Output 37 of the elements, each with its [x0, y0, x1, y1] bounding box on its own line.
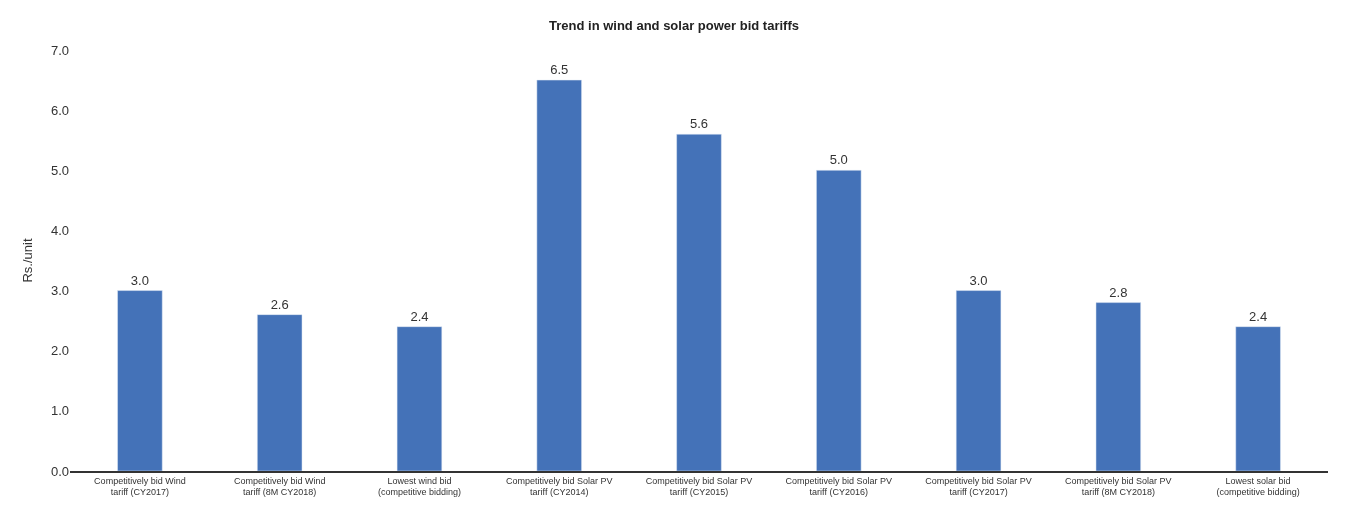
bar	[1235, 326, 1281, 471]
x-tick-label: Competitively bid Solar PV tariff (CY2016)	[785, 475, 893, 498]
bar	[257, 314, 303, 471]
data-label: 2.4	[410, 308, 429, 324]
y-tick-label: 0.0	[50, 463, 69, 479]
x-tick-label: Competitively bid Wind tariff (CY2017)	[94, 475, 186, 498]
y-tick-label: 7.0	[50, 42, 69, 58]
data-label: 5.6	[689, 116, 709, 132]
x-tick-label: Competitively bid Solar PV tariff (CY2017)	[925, 475, 1032, 498]
data-label: 3.0	[969, 272, 988, 288]
data-label: 3.0	[130, 272, 149, 288]
y-tick-label: 4.0	[50, 222, 69, 238]
data-label: 2.6	[270, 296, 289, 312]
chart-title: Trend in wind and solar power bid tariffs	[549, 17, 799, 33]
bar	[676, 133, 722, 471]
data-label: 2.8	[1109, 284, 1128, 300]
y-tick-label: 1.0	[50, 403, 69, 419]
bar	[536, 79, 582, 471]
y-tick-label: 5.0	[50, 162, 69, 178]
y-axis-title: Rs./unit	[19, 238, 35, 283]
bar	[1095, 302, 1141, 471]
x-tick-label: Competitively bid Solar PV tariff (8M CY2018)	[1065, 475, 1172, 498]
data-label: 6.5	[550, 62, 569, 78]
y-tick-label: 3.0	[50, 283, 69, 299]
bar	[816, 170, 862, 471]
y-tick-label: 2.0	[50, 343, 69, 359]
bar	[117, 290, 163, 471]
bar	[396, 326, 443, 471]
x-tick-label: Competitively bid Wind tariff (8M CY2018)	[233, 475, 326, 498]
x-tick-label: Lowest wind bid (competitive bidding)	[377, 475, 461, 498]
data-label: 5.0	[829, 152, 848, 168]
x-tick-label: Competitively bid Solar PV tariff (CY2015)	[645, 475, 753, 498]
bar	[955, 290, 1002, 471]
x-tick-label: Competitively bid Solar PV tariff (CY2014)	[505, 475, 613, 498]
y-tick-label: 6.0	[50, 102, 69, 118]
data-label: 2.4	[1249, 308, 1268, 324]
x-tick-label: Lowest solar bid (competitive bidding)	[1216, 475, 1300, 498]
